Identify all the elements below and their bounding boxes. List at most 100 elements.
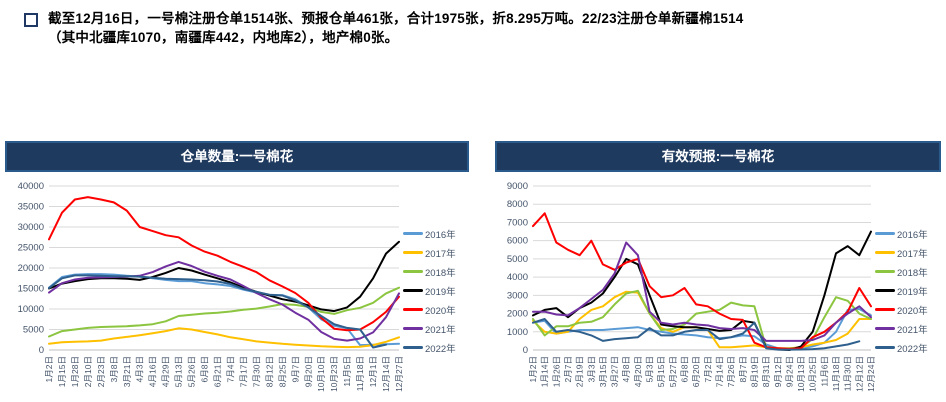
- x-axis-label: 8月25日: [277, 356, 287, 387]
- legend-item-2019年: 2019年: [875, 281, 928, 300]
- legend-item-2017年: 2017年: [403, 243, 456, 262]
- y-axis-label: 5000: [23, 325, 44, 336]
- legend-item-2022年: 2022年: [875, 338, 928, 357]
- x-axis-label: 10月13日: [796, 356, 806, 392]
- y-axis-label: 25000: [18, 243, 44, 254]
- y-axis-label: 8000: [507, 199, 528, 210]
- chart-panel-effective-forecast: 有效预报:一号棉花 0 1000 2000 3000 4000 5000 6000 7000 8…: [495, 141, 941, 402]
- x-axis-label: 8月31日: [761, 356, 771, 387]
- y-axis-label: 2000: [507, 309, 528, 320]
- legend-label: 2021年: [425, 324, 456, 336]
- x-axis-label: 10月10日: [316, 356, 326, 392]
- series-line-2017年: [48, 327, 400, 349]
- y-axis-label: 40000: [18, 181, 44, 192]
- legend-item-2020年: 2020年: [403, 300, 456, 319]
- legend-label: 2016年: [425, 229, 456, 241]
- x-axis-label: 5月15日: [656, 356, 666, 387]
- x-axis-label: 1月15日: [57, 356, 67, 387]
- legend-line-swatch: [403, 289, 423, 292]
- y-axis-label: 5000: [507, 254, 528, 265]
- x-axis-label: 5月26日: [187, 356, 197, 387]
- x-axis-label: 6月21日: [213, 356, 223, 387]
- legend-label: 2020年: [897, 305, 928, 317]
- series-line-2021年: [532, 241, 872, 342]
- x-axis-label: 1月26日: [551, 356, 561, 387]
- x-axis-label: 4月29日: [161, 356, 171, 387]
- x-axis-label: 7月26日: [726, 356, 736, 387]
- legend-label: 2018年: [897, 267, 928, 279]
- legend-label: 2017年: [425, 248, 456, 260]
- y-axis-label: 6000: [507, 236, 528, 247]
- line-chart: 0 5000 10000 15000 20000 25000 30000 35000 40000…: [18, 181, 403, 392]
- line-chart: 0 1000 2000 3000 4000 5000 6000 7000 8000 9000 1月2…: [507, 181, 875, 392]
- x-axis-label: 3月15日: [598, 356, 608, 387]
- x-axis-label: 4月16日: [148, 356, 158, 387]
- summary-line-1: 截至12月16日，一号棉注册仓单1514张、预报仓单461张，合计1975张，折…: [48, 11, 744, 26]
- x-axis-label: 1月28日: [70, 356, 80, 387]
- legend-label: 2016年: [897, 229, 928, 241]
- legend-line-swatch: [403, 251, 423, 254]
- summary-text: 截至12月16日，一号棉注册仓单1514张、预报仓单461张，合计1975张，折…: [48, 9, 744, 47]
- legend-line-swatch: [403, 308, 423, 311]
- y-axis-label: 4000: [507, 272, 528, 283]
- y-axis-label: 1000: [507, 327, 528, 338]
- series-line-2016年: [532, 308, 872, 350]
- x-axis-label: 8月12日: [264, 356, 274, 387]
- x-axis-label: 7月4日: [225, 356, 235, 382]
- legend-item-2021年: 2021年: [875, 319, 928, 338]
- x-axis-label: 9月7日: [290, 356, 300, 382]
- square-bullet-icon: [24, 13, 38, 27]
- x-axis-label: 9月12日: [773, 356, 783, 387]
- series-line-2020年: [48, 196, 400, 332]
- legend-line-swatch: [875, 327, 895, 330]
- legend-line-swatch: [875, 251, 895, 254]
- x-axis-label: 2月23日: [96, 356, 106, 387]
- legend-line-swatch: [875, 289, 895, 292]
- legend-item-2016年: 2016年: [403, 224, 456, 243]
- x-axis-label: 7月17日: [238, 356, 248, 387]
- x-axis-label: 12月14日: [381, 356, 391, 392]
- x-axis-label: 11月30日: [843, 356, 853, 391]
- x-axis-label: 7月30日: [251, 356, 261, 387]
- y-axis-label: 3000: [507, 290, 528, 301]
- x-axis-label: 5月13日: [174, 356, 184, 387]
- legend-line-swatch: [403, 270, 423, 273]
- legend-label: 2017年: [897, 248, 928, 260]
- chart-legend: 2016年 2017年 2018年 2019年 2020年 2021年 2022年: [875, 176, 928, 402]
- x-axis-label: 3月21日: [122, 356, 132, 387]
- y-axis-label: 0: [39, 345, 44, 356]
- x-axis-label: 12月12日: [854, 356, 864, 392]
- x-axis-label: 1月2日: [44, 356, 54, 382]
- x-axis-label: 10月23日: [329, 356, 339, 392]
- chart-title: 有效预报:一号棉花: [495, 141, 941, 172]
- legend-item-2019年: 2019年: [403, 281, 456, 300]
- legend-label: 2021年: [897, 324, 928, 336]
- x-axis-label: 9月20日: [303, 356, 313, 387]
- x-axis-label: 5月27日: [668, 356, 678, 387]
- legend-label: 2019年: [425, 286, 456, 298]
- y-axis-label: 35000: [18, 202, 44, 213]
- legend-line-swatch: [875, 346, 895, 349]
- legend-item-2020年: 2020年: [875, 300, 928, 319]
- x-axis-label: 11月18日: [831, 356, 841, 391]
- x-axis-label: 7月2日: [703, 356, 713, 382]
- y-axis-label: 20000: [18, 263, 44, 274]
- series-line-2018年: [48, 286, 400, 338]
- y-axis-label: 7000: [507, 217, 528, 228]
- x-axis-label: 7月14日: [714, 356, 724, 387]
- x-axis-label: 4月3日: [135, 356, 145, 382]
- y-axis-label: 0: [523, 345, 528, 356]
- x-axis-label: 8月7日: [738, 356, 748, 382]
- x-axis-label: 11月6日: [819, 356, 829, 387]
- x-axis-label: 6月8日: [680, 356, 690, 382]
- x-axis-label: 12月27日: [394, 356, 403, 392]
- chart-legend: 2016年 2017年 2018年 2019年 2020年 2021年 2022年: [403, 176, 456, 402]
- legend-line-swatch: [403, 327, 423, 330]
- legend-item-2022年: 2022年: [403, 338, 456, 357]
- series-line-2017年: [532, 290, 872, 350]
- summary-line-2: （其中北疆库1070，南疆库442，内地库2），地产棉0张。: [48, 30, 399, 45]
- legend-label: 2022年: [897, 343, 928, 355]
- x-axis-label: 3月27日: [610, 356, 620, 387]
- x-axis-label: 1月2日: [528, 356, 538, 382]
- y-axis-label: 15000: [18, 284, 44, 295]
